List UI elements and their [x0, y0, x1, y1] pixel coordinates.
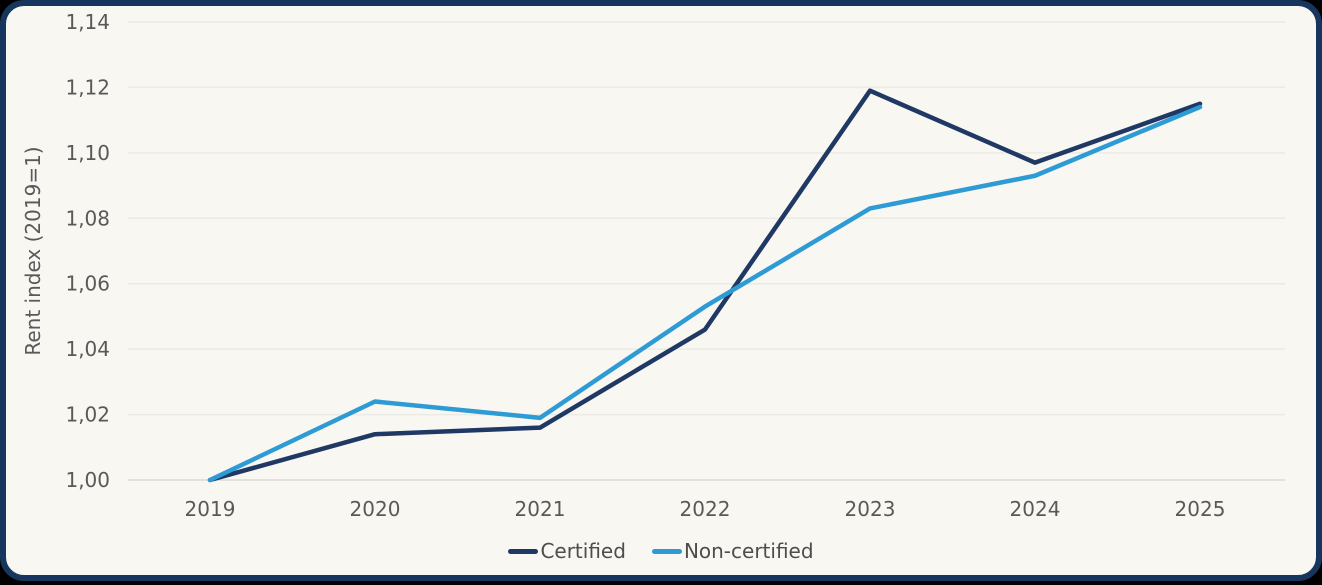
- y-tick-label: 1,14: [65, 10, 110, 34]
- rent-index-line-chart: 1,00 1,02 1,04 1,06 1,08 1,10 1,12 1,14 2019 202…: [21, 10, 1285, 521]
- y-tick-label: 1,00: [65, 468, 110, 492]
- y-tick-label: 1,08: [65, 206, 110, 230]
- y-tick-label: 1,02: [65, 403, 110, 427]
- legend: Certified Non-certified: [6, 539, 1316, 563]
- x-axis-tick-labels: 2019 2020 2021 2022 2023 2024 2025: [185, 497, 1226, 521]
- y-axis-title: Rent index (2019=1): [21, 146, 45, 355]
- legend-label-certified: Certified: [540, 539, 626, 563]
- x-tick-label: 2019: [185, 497, 236, 521]
- non-certified-line-swatch: [651, 548, 682, 554]
- y-tick-label: 1,06: [65, 272, 110, 296]
- x-tick-label: 2022: [680, 497, 731, 521]
- series-line-certified: [207, 88, 1203, 483]
- y-tick-label: 1,04: [65, 337, 110, 361]
- legend-item-certified: Certified: [508, 539, 626, 563]
- series-line-non-certified: [207, 104, 1203, 483]
- x-tick-label: 2024: [1010, 497, 1061, 521]
- x-tick-label: 2021: [515, 497, 566, 521]
- gridlines: [128, 21, 1285, 481]
- data-lines: [207, 88, 1203, 483]
- legend-item-non-certified: Non-certified: [651, 539, 814, 563]
- y-axis-tick-labels: 1,00 1,02 1,04 1,06 1,08 1,10 1,12 1,14: [65, 10, 110, 492]
- x-tick-label: 2025: [1175, 497, 1226, 521]
- certified-line-swatch: [508, 548, 539, 554]
- x-tick-label: 2023: [845, 497, 896, 521]
- y-tick-label: 1,10: [65, 141, 110, 165]
- y-tick-label: 1,12: [65, 75, 110, 99]
- legend-label-non-certified: Non-certified: [683, 539, 814, 563]
- x-tick-label: 2020: [350, 497, 401, 521]
